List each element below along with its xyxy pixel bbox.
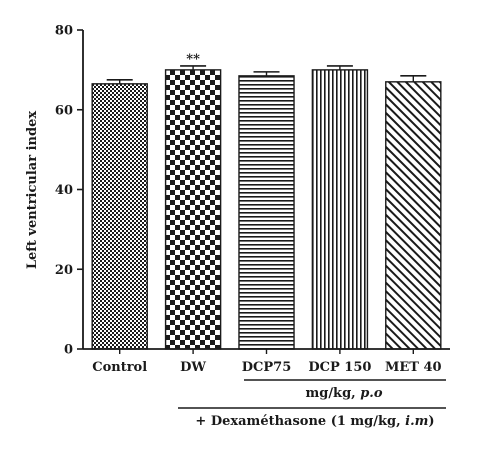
category-label: DW	[180, 360, 206, 375]
significance-layer: **	[186, 52, 200, 67]
category-label: Control	[92, 360, 147, 375]
bar-dcp75	[238, 75, 295, 350]
bar-met-40	[385, 81, 442, 350]
y-axis-label: Left ventricular index	[25, 111, 40, 269]
bar-control	[91, 83, 148, 350]
x-axis: Control DW DCP75 DCP 150 MET 40	[83, 348, 450, 375]
bars-layer	[91, 69, 442, 350]
y-tick-label: 20	[55, 263, 73, 278]
category-label: DCP75	[242, 360, 292, 375]
significance-marker: **	[186, 52, 200, 67]
treatment-label: + Dexaméthasone (1 mg/kg, i.m)	[195, 414, 434, 429]
y-tick-label: 60	[55, 103, 73, 118]
category-label: MET 40	[385, 360, 442, 375]
dose-route-label: mg/kg, p.o	[305, 386, 382, 401]
error-bars-layer	[106, 65, 427, 84]
category-label: DCP 150	[308, 360, 371, 375]
bar-dcp-150	[311, 69, 369, 350]
bar-dw	[164, 69, 222, 350]
y-tick-label: 80	[55, 24, 73, 39]
y-tick-label: 0	[64, 343, 73, 358]
y-axis: 0 20 40 60 80	[55, 24, 84, 358]
y-tick-label: 40	[55, 183, 73, 198]
